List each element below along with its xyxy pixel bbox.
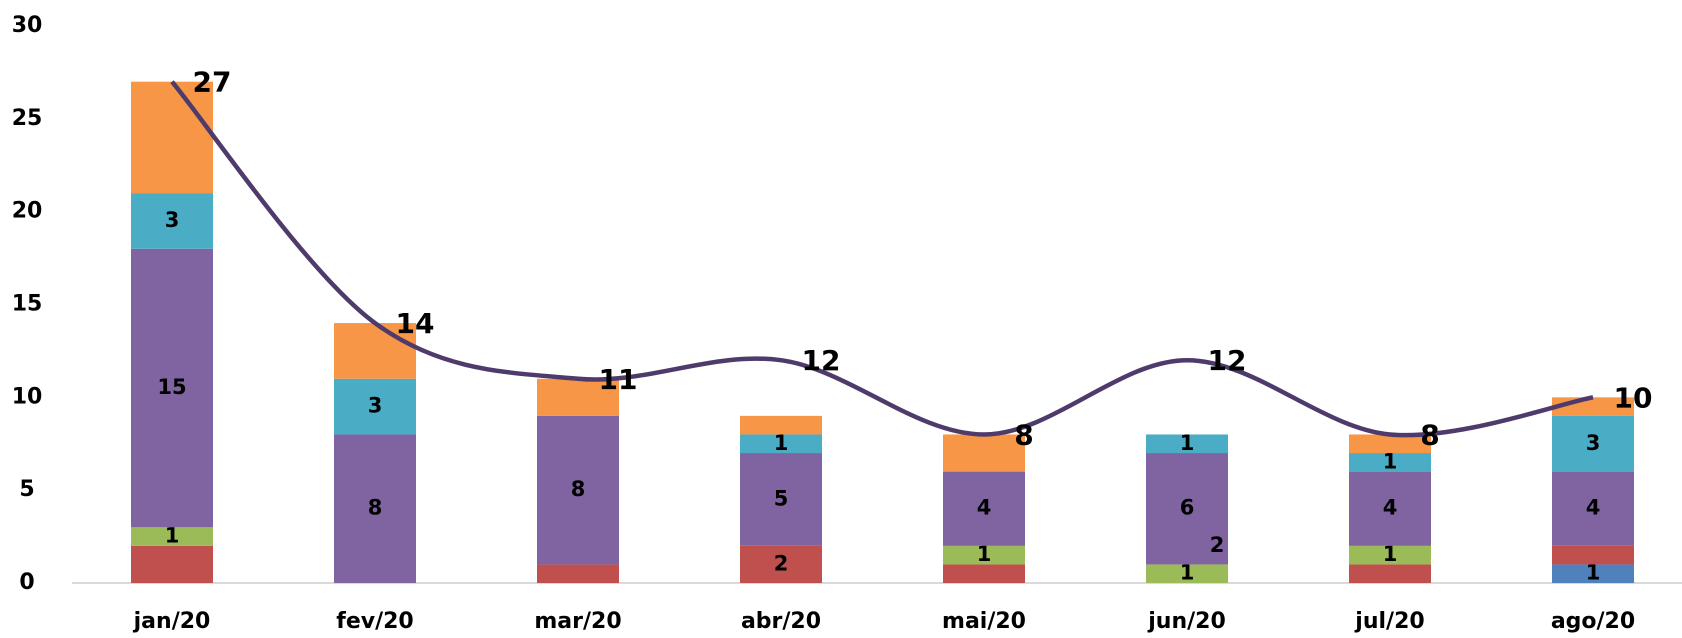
bar-segment <box>740 453 822 546</box>
bar-segment <box>1552 415 1634 472</box>
line-label: 8 <box>1014 418 1033 451</box>
bar-segment <box>1552 564 1634 583</box>
y-tick-label: 10 <box>12 384 43 409</box>
data-label: 1 <box>774 431 789 455</box>
bar-segment <box>1349 434 1431 454</box>
y-tick-label: 0 <box>19 570 34 595</box>
bar-segment <box>1349 545 1431 565</box>
data-label: 3 <box>368 394 383 418</box>
bar-segment <box>537 564 619 583</box>
data-label: 1 <box>1180 431 1195 455</box>
bar-segment <box>1349 471 1431 546</box>
bar-segment <box>131 193 213 249</box>
x-tick-label: fev/20 <box>336 609 413 634</box>
data-label: 8 <box>368 496 383 520</box>
bar-segment <box>131 527 213 546</box>
bar-segment <box>740 415 822 435</box>
data-label: 1 <box>165 524 180 548</box>
bar-segment <box>131 81 213 194</box>
bar-segment <box>740 545 822 583</box>
y-tick-label: 30 <box>12 13 43 38</box>
bar-segment <box>1552 471 1634 546</box>
data-label: 15 <box>157 375 186 399</box>
line-label: 27 <box>193 66 232 99</box>
y-tick-label: 20 <box>12 199 43 224</box>
bar-segment <box>943 471 1025 546</box>
data-label: 6 <box>1180 496 1195 520</box>
data-label: 4 <box>1383 496 1398 520</box>
bar-segment <box>131 248 213 528</box>
line-label: 8 <box>1420 418 1439 451</box>
bar-segment <box>131 545 213 583</box>
data-label: 2 <box>774 551 789 575</box>
bar-segment <box>537 415 619 565</box>
bar-segment <box>1552 545 1634 565</box>
line-label: 10 <box>1614 381 1653 414</box>
bar-segment <box>740 434 822 454</box>
bar-segment <box>1349 564 1431 583</box>
bar-segment <box>943 434 1025 472</box>
y-tick-label: 5 <box>19 477 34 502</box>
bar-segment <box>334 323 416 379</box>
data-label: 1 <box>1586 561 1601 585</box>
bar-segment <box>1146 453 1228 565</box>
bar-segment <box>334 434 416 583</box>
x-tick-label: mar/20 <box>534 609 621 634</box>
line-label: 12 <box>802 344 841 377</box>
line-label: 11 <box>599 363 638 396</box>
x-tick-label: mai/20 <box>942 609 1026 634</box>
line <box>170 80 1594 438</box>
data-label: 8 <box>571 477 586 501</box>
data-label: 4 <box>977 496 992 520</box>
annotation: 2 <box>1210 533 1225 557</box>
line-label: 12 <box>1208 344 1247 377</box>
line-label: 14 <box>396 307 435 340</box>
data-label: 4 <box>1586 496 1601 520</box>
bar-segment <box>943 564 1025 583</box>
bar-segment <box>1146 564 1228 583</box>
data-label: 1 <box>1180 561 1195 585</box>
y-tick-label: 25 <box>12 106 43 131</box>
x-tick-label: abr/20 <box>741 609 821 634</box>
bar-segment <box>334 378 416 435</box>
bar-segment <box>537 378 619 416</box>
data-label: 1 <box>977 542 992 566</box>
x-tick-label: jun/20 <box>1147 609 1226 634</box>
x-tick-label: ago/20 <box>1551 609 1635 634</box>
x-tick-label: jan/20 <box>133 609 211 634</box>
data-label: 5 <box>774 486 789 510</box>
y-tick-label: 15 <box>12 292 43 317</box>
bar-segment <box>1146 434 1228 454</box>
data-label: 1 <box>1383 449 1398 473</box>
bar-segment <box>1349 453 1431 472</box>
data-label: 3 <box>1586 431 1601 455</box>
bar-segment <box>943 545 1025 565</box>
data-label: 3 <box>165 208 180 232</box>
data-label: 1 <box>1383 542 1398 566</box>
x-tick-label: jul/20 <box>1354 609 1424 634</box>
